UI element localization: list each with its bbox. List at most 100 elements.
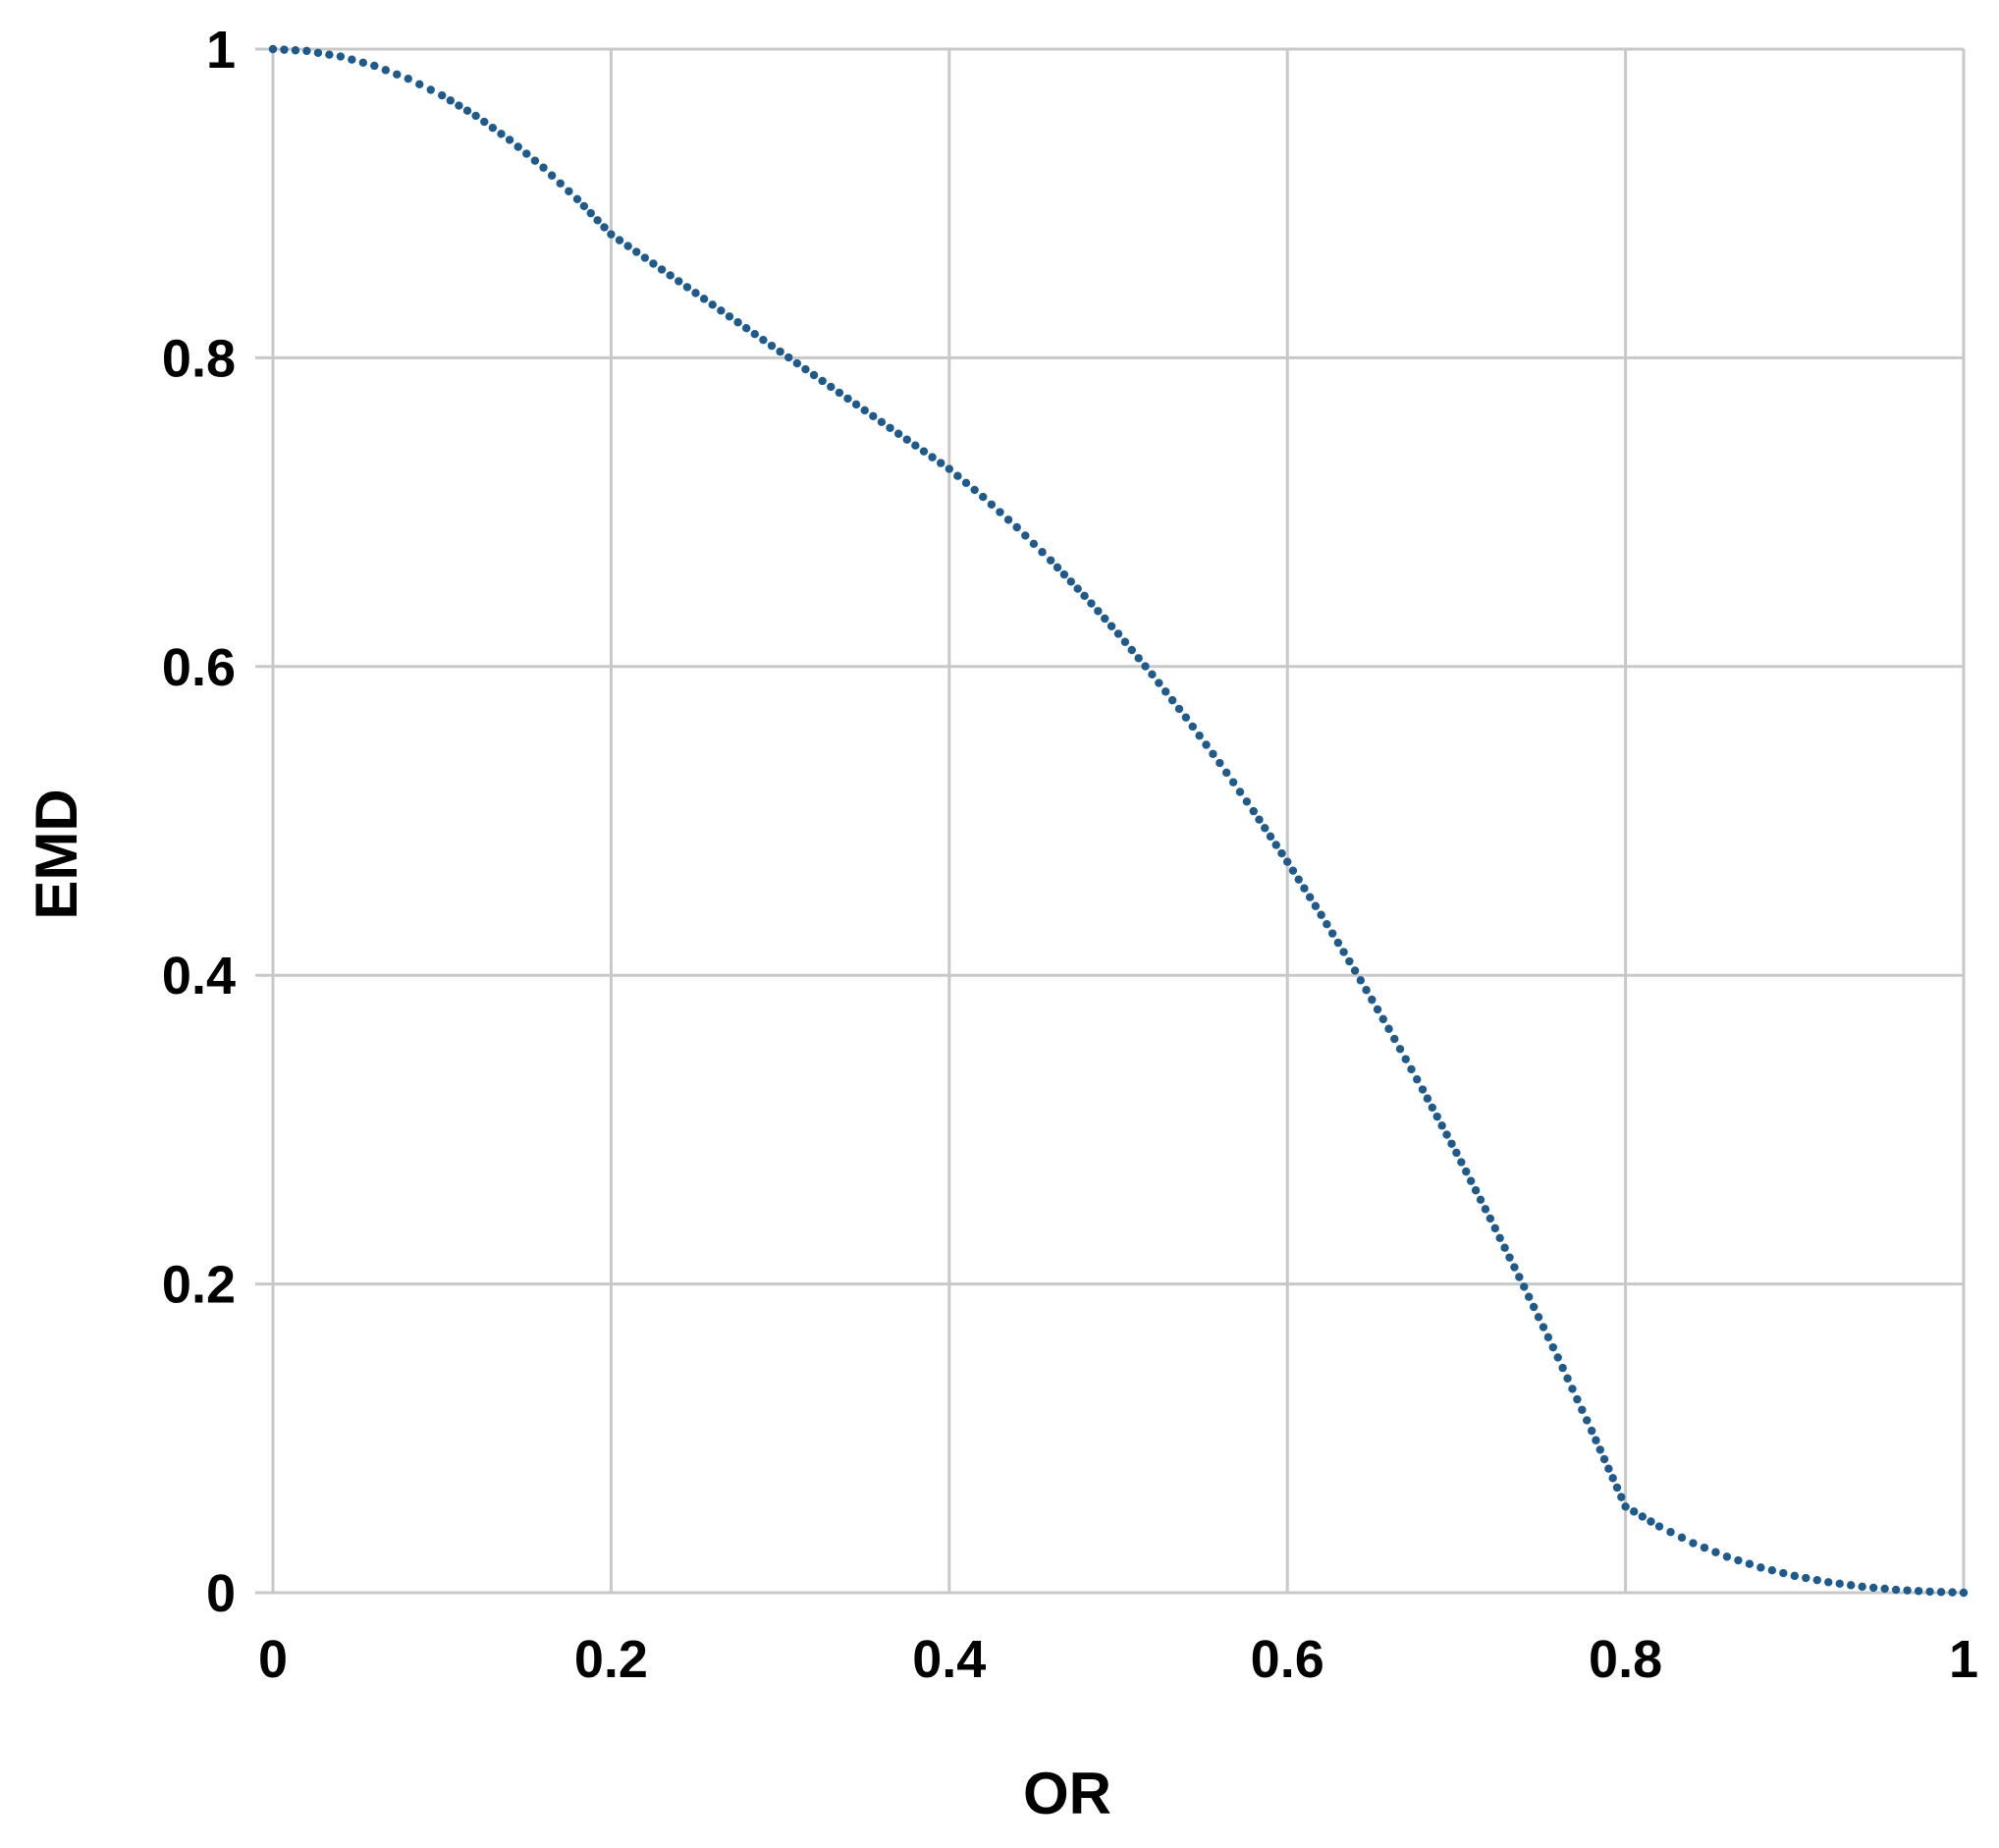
- data-point: [1925, 1587, 1934, 1597]
- data-point: [336, 52, 346, 61]
- data-point: [809, 370, 819, 380]
- curve-dot: [936, 459, 945, 467]
- curve-dot: [1266, 832, 1275, 842]
- y-axis-ticks: 0 0.2 0.4 0.6 0.8 1: [162, 21, 236, 1623]
- curve-dot: [1066, 577, 1075, 586]
- curve-dot: [1222, 768, 1231, 778]
- data-point: [776, 347, 784, 356]
- curve-dot: [961, 478, 971, 488]
- curve-dot: [579, 201, 589, 211]
- curve-dot: [1174, 704, 1184, 714]
- curve-dot: [513, 142, 522, 151]
- curve-dot: [1745, 1559, 1755, 1568]
- curve-dot: [860, 406, 869, 415]
- curve-dot: [1666, 1528, 1675, 1537]
- data-point: [438, 90, 447, 100]
- x-tick-label: 0.8: [1589, 1630, 1662, 1689]
- curve-dot: [1323, 919, 1331, 929]
- y-tick-label: 0.8: [162, 329, 236, 388]
- data-point: [1283, 857, 1292, 866]
- data-point: [505, 136, 514, 144]
- curve-dot: [666, 271, 675, 280]
- data-point: [1148, 670, 1157, 679]
- curve-dot: [1700, 1543, 1709, 1552]
- curve-dot: [835, 388, 844, 398]
- curve-dot: [1505, 1253, 1514, 1262]
- curve-dot: [1599, 1454, 1609, 1464]
- x-tick-label: 0: [258, 1630, 288, 1689]
- curve-dot: [1812, 1575, 1821, 1585]
- curve-dot: [1481, 1205, 1490, 1214]
- curve-dot: [1573, 1394, 1582, 1404]
- curve-dot: [313, 48, 323, 57]
- curve-dot: [530, 156, 540, 165]
- curve-dot: [1288, 866, 1298, 875]
- curve-dot: [1543, 1332, 1553, 1342]
- curve-dot: [996, 508, 1004, 516]
- curve-dot: [1127, 645, 1136, 655]
- data-point: [404, 74, 412, 83]
- curve-dot: [1595, 1445, 1604, 1454]
- curve-dot: [725, 312, 734, 321]
- curve-dot: [1029, 539, 1039, 549]
- curve-dot: [1395, 1045, 1405, 1054]
- curve-dot: [1525, 1292, 1534, 1301]
- data-point: [1418, 1085, 1428, 1094]
- curve-dot: [426, 85, 435, 94]
- curve-dot: [446, 96, 456, 105]
- curve-dot: [291, 46, 300, 55]
- curve-dot: [1235, 788, 1245, 796]
- curve-dot: [759, 335, 768, 345]
- curve-dot: [987, 500, 997, 509]
- curve-dot: [1401, 1055, 1410, 1063]
- curve-dot: [717, 306, 726, 315]
- curve-dot: [792, 358, 802, 368]
- data-point: [1790, 1571, 1800, 1581]
- data-point: [1891, 1585, 1901, 1595]
- curve-dot: [1432, 1112, 1441, 1121]
- x-tick-label: 0.2: [574, 1630, 648, 1689]
- data-point: [1216, 758, 1224, 768]
- data-point: [471, 111, 480, 121]
- curve-dot: [1476, 1195, 1486, 1205]
- data-point: [1046, 556, 1055, 565]
- curve-dot: [1608, 1474, 1617, 1483]
- curve-dot: [1311, 901, 1321, 910]
- curve-dot: [1134, 654, 1143, 663]
- curve-dot: [1490, 1223, 1499, 1233]
- data-point: [1350, 966, 1360, 975]
- x-tick-label: 0.4: [912, 1630, 986, 1689]
- data-point: [1959, 1588, 1969, 1598]
- y-axis-title: EMD: [24, 788, 89, 919]
- curve-dot: [1327, 929, 1337, 938]
- curve-dot: [1529, 1302, 1539, 1312]
- curve-dot: [649, 259, 658, 268]
- data-point: [1824, 1578, 1833, 1587]
- curve-dot: [1630, 1507, 1639, 1516]
- curve-dot: [1466, 1176, 1476, 1185]
- curve-dot: [1209, 749, 1217, 758]
- curve-dot: [1847, 1581, 1856, 1590]
- curve-dot: [632, 247, 641, 256]
- data-point: [1520, 1282, 1529, 1291]
- data-point: [268, 44, 278, 54]
- curve-dot: [497, 130, 506, 138]
- data-point: [539, 163, 548, 172]
- data-point: [843, 394, 852, 404]
- data-point: [1012, 522, 1021, 532]
- curve-dot: [970, 485, 979, 495]
- curve-dot: [886, 423, 894, 432]
- curve-dot: [1087, 599, 1096, 608]
- curve-dot: [699, 295, 709, 303]
- curve-dot: [928, 453, 937, 462]
- curve-dot: [1558, 1363, 1567, 1373]
- curve-dot: [1059, 570, 1069, 579]
- data-point: [1384, 1024, 1393, 1033]
- curve-dot: [393, 70, 402, 79]
- data-point: [1181, 713, 1191, 722]
- curve-dot: [1647, 1517, 1655, 1526]
- curve-dot: [919, 447, 929, 456]
- curve-dot: [1568, 1385, 1577, 1393]
- curve-dot: [1277, 848, 1286, 858]
- curve-dot: [1462, 1167, 1471, 1176]
